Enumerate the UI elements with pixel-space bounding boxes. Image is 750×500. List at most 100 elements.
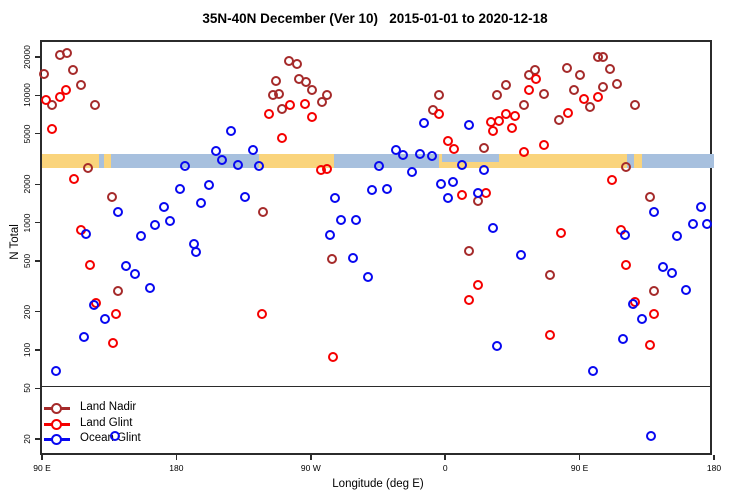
x-tick-mark <box>713 455 715 460</box>
data-point-land-glint <box>592 91 603 102</box>
data-point-ocean-glint <box>649 207 660 218</box>
x-tick-mark <box>41 455 43 460</box>
data-point-ocean-glint <box>159 201 170 212</box>
data-point-ocean-glint <box>347 252 358 263</box>
data-point-land-glint <box>531 74 542 85</box>
data-point-land-nadir <box>83 162 94 173</box>
data-point-ocean-glint <box>667 267 678 278</box>
legend-divider-line <box>42 386 710 388</box>
data-point-land-glint <box>607 175 618 186</box>
data-point-ocean-glint <box>135 231 146 242</box>
chart-title: 35N-40N December (Ver 10) 2015-01-01 to … <box>202 11 548 26</box>
data-point-ocean-glint <box>362 272 373 283</box>
data-point-ocean-glint <box>407 166 418 177</box>
data-point-land-glint <box>47 124 58 135</box>
data-point-ocean-glint <box>414 148 425 159</box>
data-point-ocean-glint <box>478 165 489 176</box>
data-point-ocean-glint <box>335 214 346 225</box>
y-tick-label: 200 <box>22 304 32 319</box>
y-tick-mark <box>35 94 40 97</box>
data-point-ocean-glint <box>588 365 599 376</box>
data-point-land-nadir <box>649 286 660 297</box>
data-point-land-nadir <box>317 97 327 108</box>
data-point-ocean-glint <box>688 218 699 229</box>
data-point-land-nadir <box>301 76 312 87</box>
data-point-ocean-glint <box>247 144 258 155</box>
data-point-land-nadir <box>322 90 333 101</box>
x-tick-mark <box>578 455 581 460</box>
data-point-ocean-glint <box>492 341 503 352</box>
y-tick-mark <box>35 310 40 313</box>
legend-ring-icon <box>51 402 62 414</box>
y-tick-mark <box>35 56 40 58</box>
data-point-land-glint <box>493 116 504 127</box>
data-point-ocean-glint <box>628 299 639 310</box>
data-point-land-nadir <box>529 64 540 75</box>
data-point-ocean-glint <box>325 229 336 240</box>
y-tick-label: 5000 <box>22 124 32 144</box>
data-point-ocean-glint <box>253 161 264 172</box>
legend-label: Land Glint <box>80 417 133 429</box>
data-point-ocean-glint <box>226 126 237 137</box>
data-point-land-nadir <box>561 62 572 73</box>
data-point-land-nadir <box>75 79 86 90</box>
data-point-ocean-glint <box>350 215 361 226</box>
y-tick-mark <box>35 349 40 351</box>
data-point-ocean-glint <box>701 218 712 229</box>
data-point-land-nadir <box>46 100 57 111</box>
x-tick-label: 90 E <box>570 463 589 473</box>
data-point-land-glint <box>456 189 467 200</box>
data-point-land-glint <box>263 108 274 119</box>
data-point-land-glint <box>449 143 460 154</box>
data-point-land-nadir <box>598 81 609 92</box>
data-point-ocean-glint <box>109 431 120 442</box>
x-tick-mark <box>175 455 178 460</box>
data-point-land-nadir <box>62 47 73 58</box>
data-point-ocean-glint <box>447 176 458 187</box>
x-tick-mark <box>310 455 312 460</box>
y-tick-mark <box>35 260 40 262</box>
data-point-land-nadir <box>492 89 503 100</box>
data-point-land-glint <box>487 126 498 137</box>
data-point-ocean-glint <box>367 185 378 196</box>
y-tick-label: 50 <box>22 383 32 394</box>
legend-label: Land Nadir <box>80 401 137 413</box>
data-point-ocean-glint <box>51 365 62 376</box>
data-point-ocean-glint <box>695 201 706 212</box>
map-band-segment-land <box>258 154 334 168</box>
y-tick-label: 100 <box>22 342 32 358</box>
map-band-mediterranean-overlay <box>442 154 499 162</box>
data-point-ocean-glint <box>232 159 243 170</box>
x-tick-mark <box>444 455 446 460</box>
data-point-land-glint <box>299 99 310 110</box>
data-point-ocean-glint <box>129 268 140 279</box>
data-point-land-glint <box>69 173 80 184</box>
data-point-ocean-glint <box>398 150 409 161</box>
data-point-ocean-glint <box>180 161 191 172</box>
data-point-land-nadir <box>90 100 100 111</box>
data-point-land-glint <box>562 107 573 118</box>
data-point-land-nadir <box>568 84 579 95</box>
data-point-land-nadir <box>434 90 445 101</box>
data-point-land-glint <box>434 108 445 119</box>
data-point-land-nadir <box>538 88 549 99</box>
data-point-land-glint <box>277 132 288 143</box>
data-point-ocean-glint <box>381 183 392 194</box>
data-point-ocean-glint <box>487 222 498 233</box>
data-point-land-nadir <box>519 100 530 111</box>
data-point-land-glint <box>523 85 534 96</box>
data-point-ocean-glint <box>150 219 161 230</box>
data-point-land-nadir <box>585 101 596 112</box>
data-point-land-glint <box>284 100 295 111</box>
x-tick-label: 0 <box>442 463 448 473</box>
data-point-ocean-glint <box>196 197 207 208</box>
data-point-ocean-glint <box>456 159 467 170</box>
map-band-segment-land <box>103 154 112 168</box>
y-tick-label: 2000 <box>22 174 32 194</box>
data-point-land-nadir <box>68 65 79 76</box>
data-point-land-glint <box>306 111 317 122</box>
x-tick-label: 90 W <box>300 463 321 473</box>
data-point-land-glint <box>54 91 65 102</box>
data-point-land-nadir <box>644 192 655 203</box>
plot-area: N Total Longitude (deg E) 20000 10000 5000… <box>9 40 721 490</box>
